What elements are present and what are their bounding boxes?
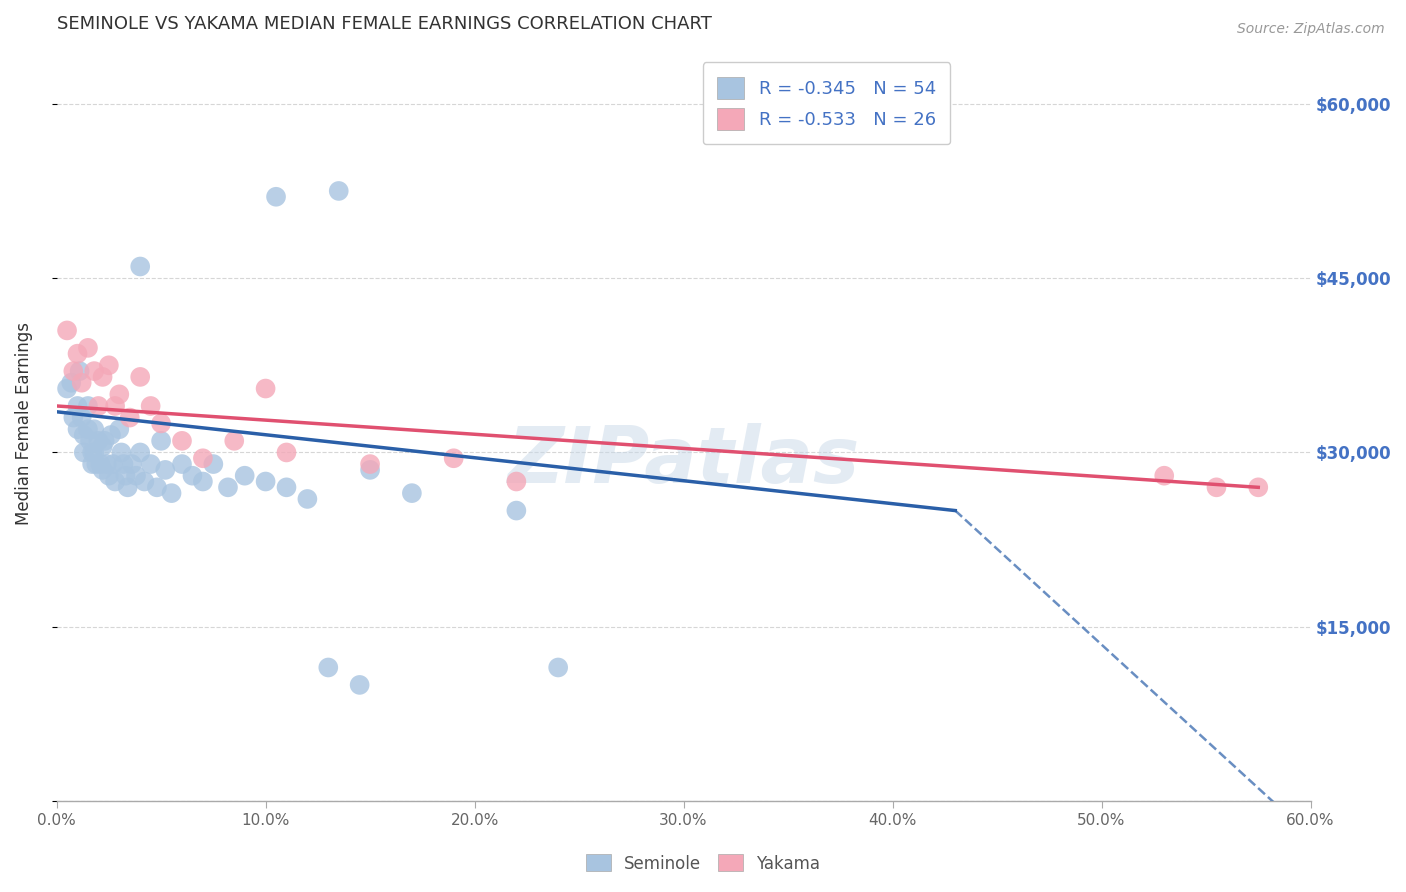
Point <box>56 382 79 396</box>
Point <box>89 457 111 471</box>
Point <box>359 457 381 471</box>
Point <box>62 410 84 425</box>
Point <box>77 422 100 436</box>
Point <box>66 422 89 436</box>
Point <box>233 468 256 483</box>
Point <box>150 434 173 448</box>
Point <box>224 434 246 448</box>
Point <box>73 445 96 459</box>
Point <box>1205 480 1227 494</box>
Point <box>150 417 173 431</box>
Point <box>547 660 569 674</box>
Point <box>91 463 114 477</box>
Point <box>505 475 527 489</box>
Point <box>139 457 162 471</box>
Point <box>66 399 89 413</box>
Point <box>79 434 101 448</box>
Point <box>443 451 465 466</box>
Point <box>97 359 120 373</box>
Point <box>117 480 139 494</box>
Point <box>110 445 132 459</box>
Point <box>73 428 96 442</box>
Point <box>217 480 239 494</box>
Point <box>297 491 319 506</box>
Point <box>97 468 120 483</box>
Point <box>60 376 83 390</box>
Point <box>121 457 143 471</box>
Point <box>62 364 84 378</box>
Point <box>69 364 91 378</box>
Point <box>83 364 105 378</box>
Text: Source: ZipAtlas.com: Source: ZipAtlas.com <box>1237 22 1385 37</box>
Text: ZIPatlas: ZIPatlas <box>508 423 859 500</box>
Point <box>70 410 93 425</box>
Point <box>66 346 89 360</box>
Point <box>114 468 136 483</box>
Point <box>316 660 339 674</box>
Point <box>276 480 298 494</box>
Point <box>86 457 108 471</box>
Point <box>104 475 127 489</box>
Point <box>359 463 381 477</box>
Point <box>254 382 277 396</box>
Legend: Seminole, Yakama: Seminole, Yakama <box>579 847 827 880</box>
Point <box>87 399 110 413</box>
Point <box>101 457 124 471</box>
Point <box>170 457 193 471</box>
Point <box>87 434 110 448</box>
Point <box>83 422 105 436</box>
Point <box>129 370 152 384</box>
Point <box>1247 480 1270 494</box>
Point <box>146 480 169 494</box>
Point <box>155 463 177 477</box>
Point <box>191 451 214 466</box>
Point <box>112 457 135 471</box>
Legend: R = -0.345   N = 54, R = -0.533   N = 26: R = -0.345 N = 54, R = -0.533 N = 26 <box>703 62 950 145</box>
Point <box>91 370 114 384</box>
Point <box>104 399 127 413</box>
Point <box>83 445 105 459</box>
Point <box>349 678 371 692</box>
Point <box>70 376 93 390</box>
Point <box>202 457 225 471</box>
Point <box>505 503 527 517</box>
Point <box>134 475 156 489</box>
Point <box>254 475 277 489</box>
Point <box>93 434 115 448</box>
Point <box>91 440 114 454</box>
Point <box>129 445 152 459</box>
Point <box>129 260 152 274</box>
Point <box>56 323 79 337</box>
Point <box>1153 468 1175 483</box>
Point <box>181 468 204 483</box>
Point <box>96 457 118 471</box>
Point <box>191 475 214 489</box>
Y-axis label: Median Female Earnings: Median Female Earnings <box>15 322 32 524</box>
Point <box>82 445 104 459</box>
Point <box>125 468 148 483</box>
Point <box>139 399 162 413</box>
Point <box>170 434 193 448</box>
Text: SEMINOLE VS YAKAMA MEDIAN FEMALE EARNINGS CORRELATION CHART: SEMINOLE VS YAKAMA MEDIAN FEMALE EARNING… <box>56 15 711 33</box>
Point <box>264 190 287 204</box>
Point <box>77 399 100 413</box>
Point <box>160 486 183 500</box>
Point <box>118 410 141 425</box>
Point <box>276 445 298 459</box>
Point <box>100 428 122 442</box>
Point <box>108 422 131 436</box>
Point <box>82 457 104 471</box>
Point <box>328 184 350 198</box>
Point <box>108 387 131 401</box>
Point <box>401 486 423 500</box>
Point <box>77 341 100 355</box>
